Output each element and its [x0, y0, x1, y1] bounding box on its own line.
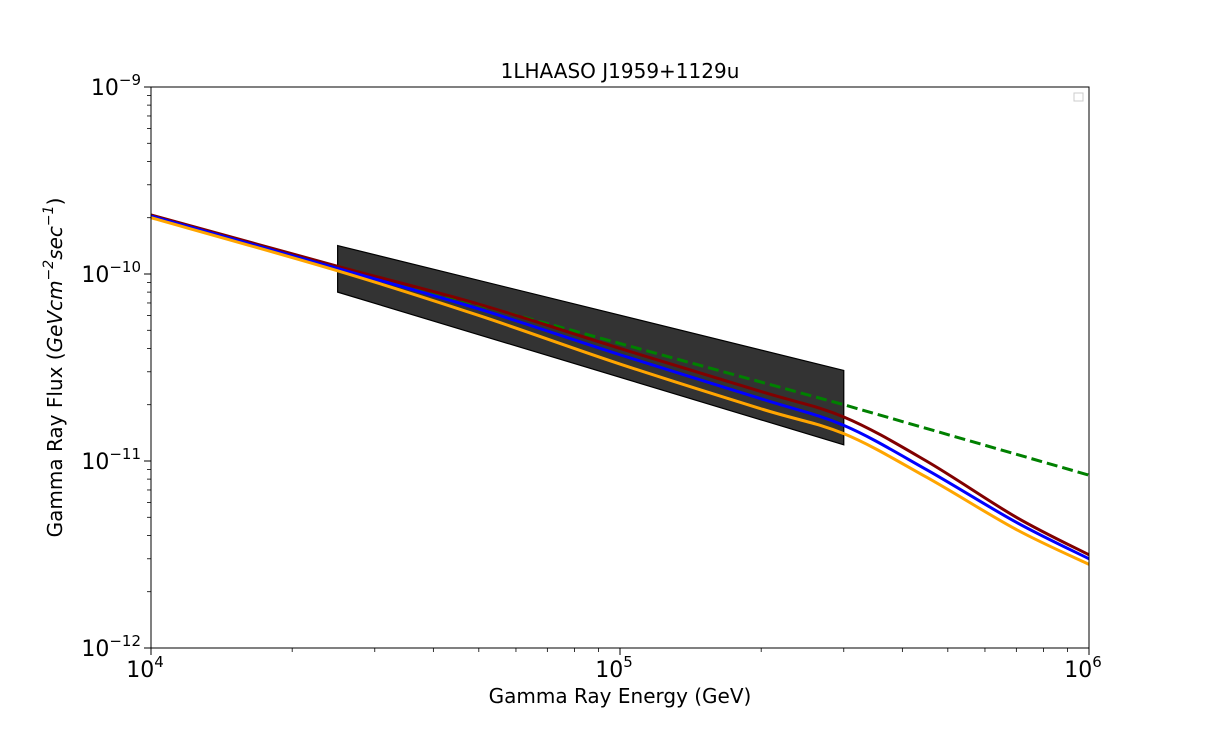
- x-tick-label: 105: [595, 653, 633, 683]
- x-axis-label: Gamma Ray Energy (GeV): [489, 684, 752, 708]
- y-tick-label: 10−10: [81, 258, 141, 288]
- y-axis-label: Gamma Ray Flux (GeVcm−2sec−1): [41, 198, 67, 538]
- ticks-layer: 104 105 106 10−12 10−11 10−10 10−9: [81, 71, 1101, 683]
- y-axis-label-unit: GeVcm: [43, 280, 67, 352]
- y-axis-label-exp2: −1: [41, 205, 57, 226]
- series-line-1: [337, 264, 1089, 477]
- y-tick-label: 10−11: [81, 445, 141, 475]
- y-axis-label-unit2: sec: [43, 226, 67, 260]
- series-line-4: [151, 216, 1089, 566]
- series-line-3: [151, 214, 1089, 561]
- x-tick-label: 104: [126, 653, 164, 683]
- y-axis-label-close: ): [43, 198, 67, 206]
- y-tick-label: 10−9: [91, 71, 141, 101]
- y-axis-label-main: Gamma Ray Flux (: [43, 352, 67, 537]
- series-layer: [151, 213, 1089, 566]
- x-tick-label: 106: [1064, 653, 1102, 683]
- chart-title: 1LHAASO J1959+1129u: [501, 59, 740, 83]
- series-line-2: [151, 213, 1089, 557]
- y-axis-label-exp1: −2: [41, 260, 57, 281]
- legend-box: [1073, 92, 1084, 102]
- y-tick-label: 10−12: [81, 632, 141, 662]
